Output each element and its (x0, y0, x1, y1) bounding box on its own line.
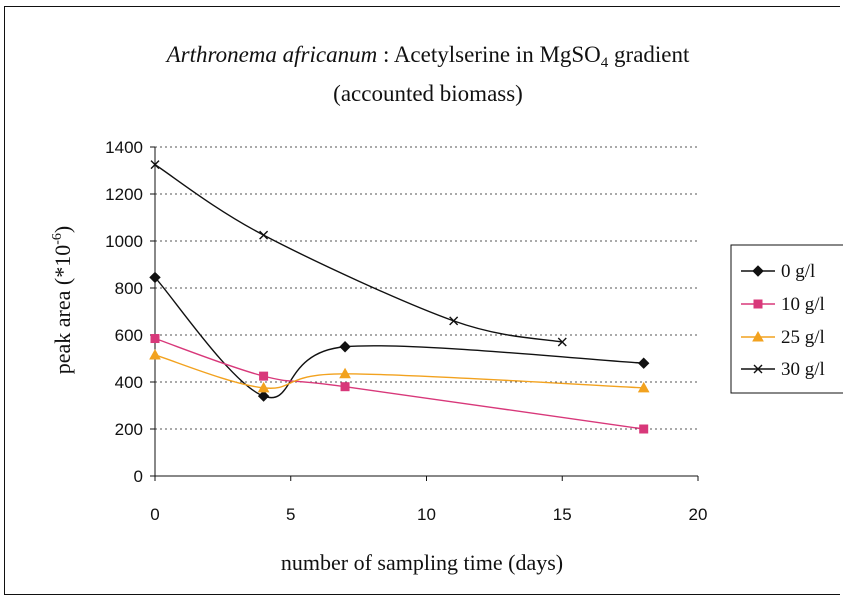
marker-stroke (259, 230, 269, 240)
x-tick-label: 20 (689, 505, 708, 524)
legend: 0 g/l 10 g/l 25 g/l 30 g/l (730, 244, 843, 394)
legend-item: 25 g/l (741, 327, 825, 348)
series-line (154, 276, 644, 399)
series-10-g-l (150, 334, 649, 434)
chart-title: Arthronema africanum : Acetylserine in M… (165, 42, 690, 71)
y-axis-label-end: ) (50, 226, 75, 233)
legend-swatch-marker (752, 330, 764, 342)
data-point (150, 160, 160, 170)
legend-label: 25 g/l (781, 327, 825, 348)
data-point (257, 381, 270, 393)
chart-frame (4, 6, 840, 595)
data-point (259, 230, 269, 240)
series-0-g-l (149, 271, 650, 402)
y-axis-label-superscript: -6 (50, 233, 65, 245)
legend-swatch-marker (753, 364, 763, 374)
x-tick-label: 10 (417, 505, 436, 524)
series-25-g-l (149, 348, 650, 393)
data-point (339, 367, 351, 379)
data-point (339, 341, 351, 353)
chart-title-italic: Arthronema africanum (165, 42, 378, 67)
data-point (259, 371, 269, 381)
data-point (639, 424, 649, 434)
data-point (449, 316, 459, 326)
series-30-g-l (150, 160, 567, 347)
data-point (150, 334, 160, 344)
series-line (154, 337, 644, 430)
chart-title-end: gradient (608, 42, 690, 67)
y-tick-label: 0 (134, 467, 143, 486)
y-tick-label: 1400 (105, 138, 143, 157)
series-line (154, 354, 644, 389)
data-point (149, 271, 161, 284)
chart-title-subscript: 4 (601, 55, 609, 71)
y-axis-label: peak area (*10-6) (50, 226, 75, 374)
chart-subtitle: (accounted biomass) (333, 81, 523, 106)
x-axis-label: number of sampling time (days) (281, 550, 563, 575)
y-tick-label: 200 (115, 420, 143, 439)
y-tick-label: 800 (115, 279, 143, 298)
data-point (340, 382, 350, 392)
marker-stroke (150, 160, 160, 170)
data-point (557, 337, 567, 347)
data-point (637, 357, 650, 369)
data-point (149, 348, 161, 360)
grid-lines (155, 146, 698, 430)
x-tick-label: 0 (150, 505, 159, 524)
marker-stroke (557, 337, 567, 347)
legend-item: 30 g/l (741, 359, 825, 380)
tick-labels: 0 200 400 600 800 1000 1200 1400 0 5 10 15 20 (105, 138, 707, 524)
marker-stroke (753, 364, 763, 374)
legend-label: 10 g/l (781, 294, 825, 315)
data-point (257, 390, 270, 402)
legend-swatch-marker (753, 299, 763, 309)
data-series (149, 160, 650, 434)
legend-item: 10 g/l (741, 294, 825, 315)
legend-label: 30 g/l (781, 359, 825, 380)
data-point (637, 381, 650, 393)
series-line (154, 164, 563, 343)
y-tick-label: 1200 (105, 185, 143, 204)
legend-swatch-marker (752, 265, 764, 277)
x-tick-label: 15 (553, 505, 572, 524)
x-tick-label: 5 (286, 505, 295, 524)
y-axis-label-main: peak area (*10 (50, 245, 75, 374)
y-tick-label: 400 (115, 373, 143, 392)
axes (150, 146, 699, 481)
y-tick-label: 1000 (105, 232, 143, 251)
legend-item: 0 g/l (741, 261, 815, 282)
marker-stroke (449, 316, 459, 326)
legend-label: 0 g/l (781, 261, 815, 282)
y-tick-label: 600 (115, 326, 143, 345)
chart-title-main: : Acetylserine in MgSO (377, 42, 601, 67)
